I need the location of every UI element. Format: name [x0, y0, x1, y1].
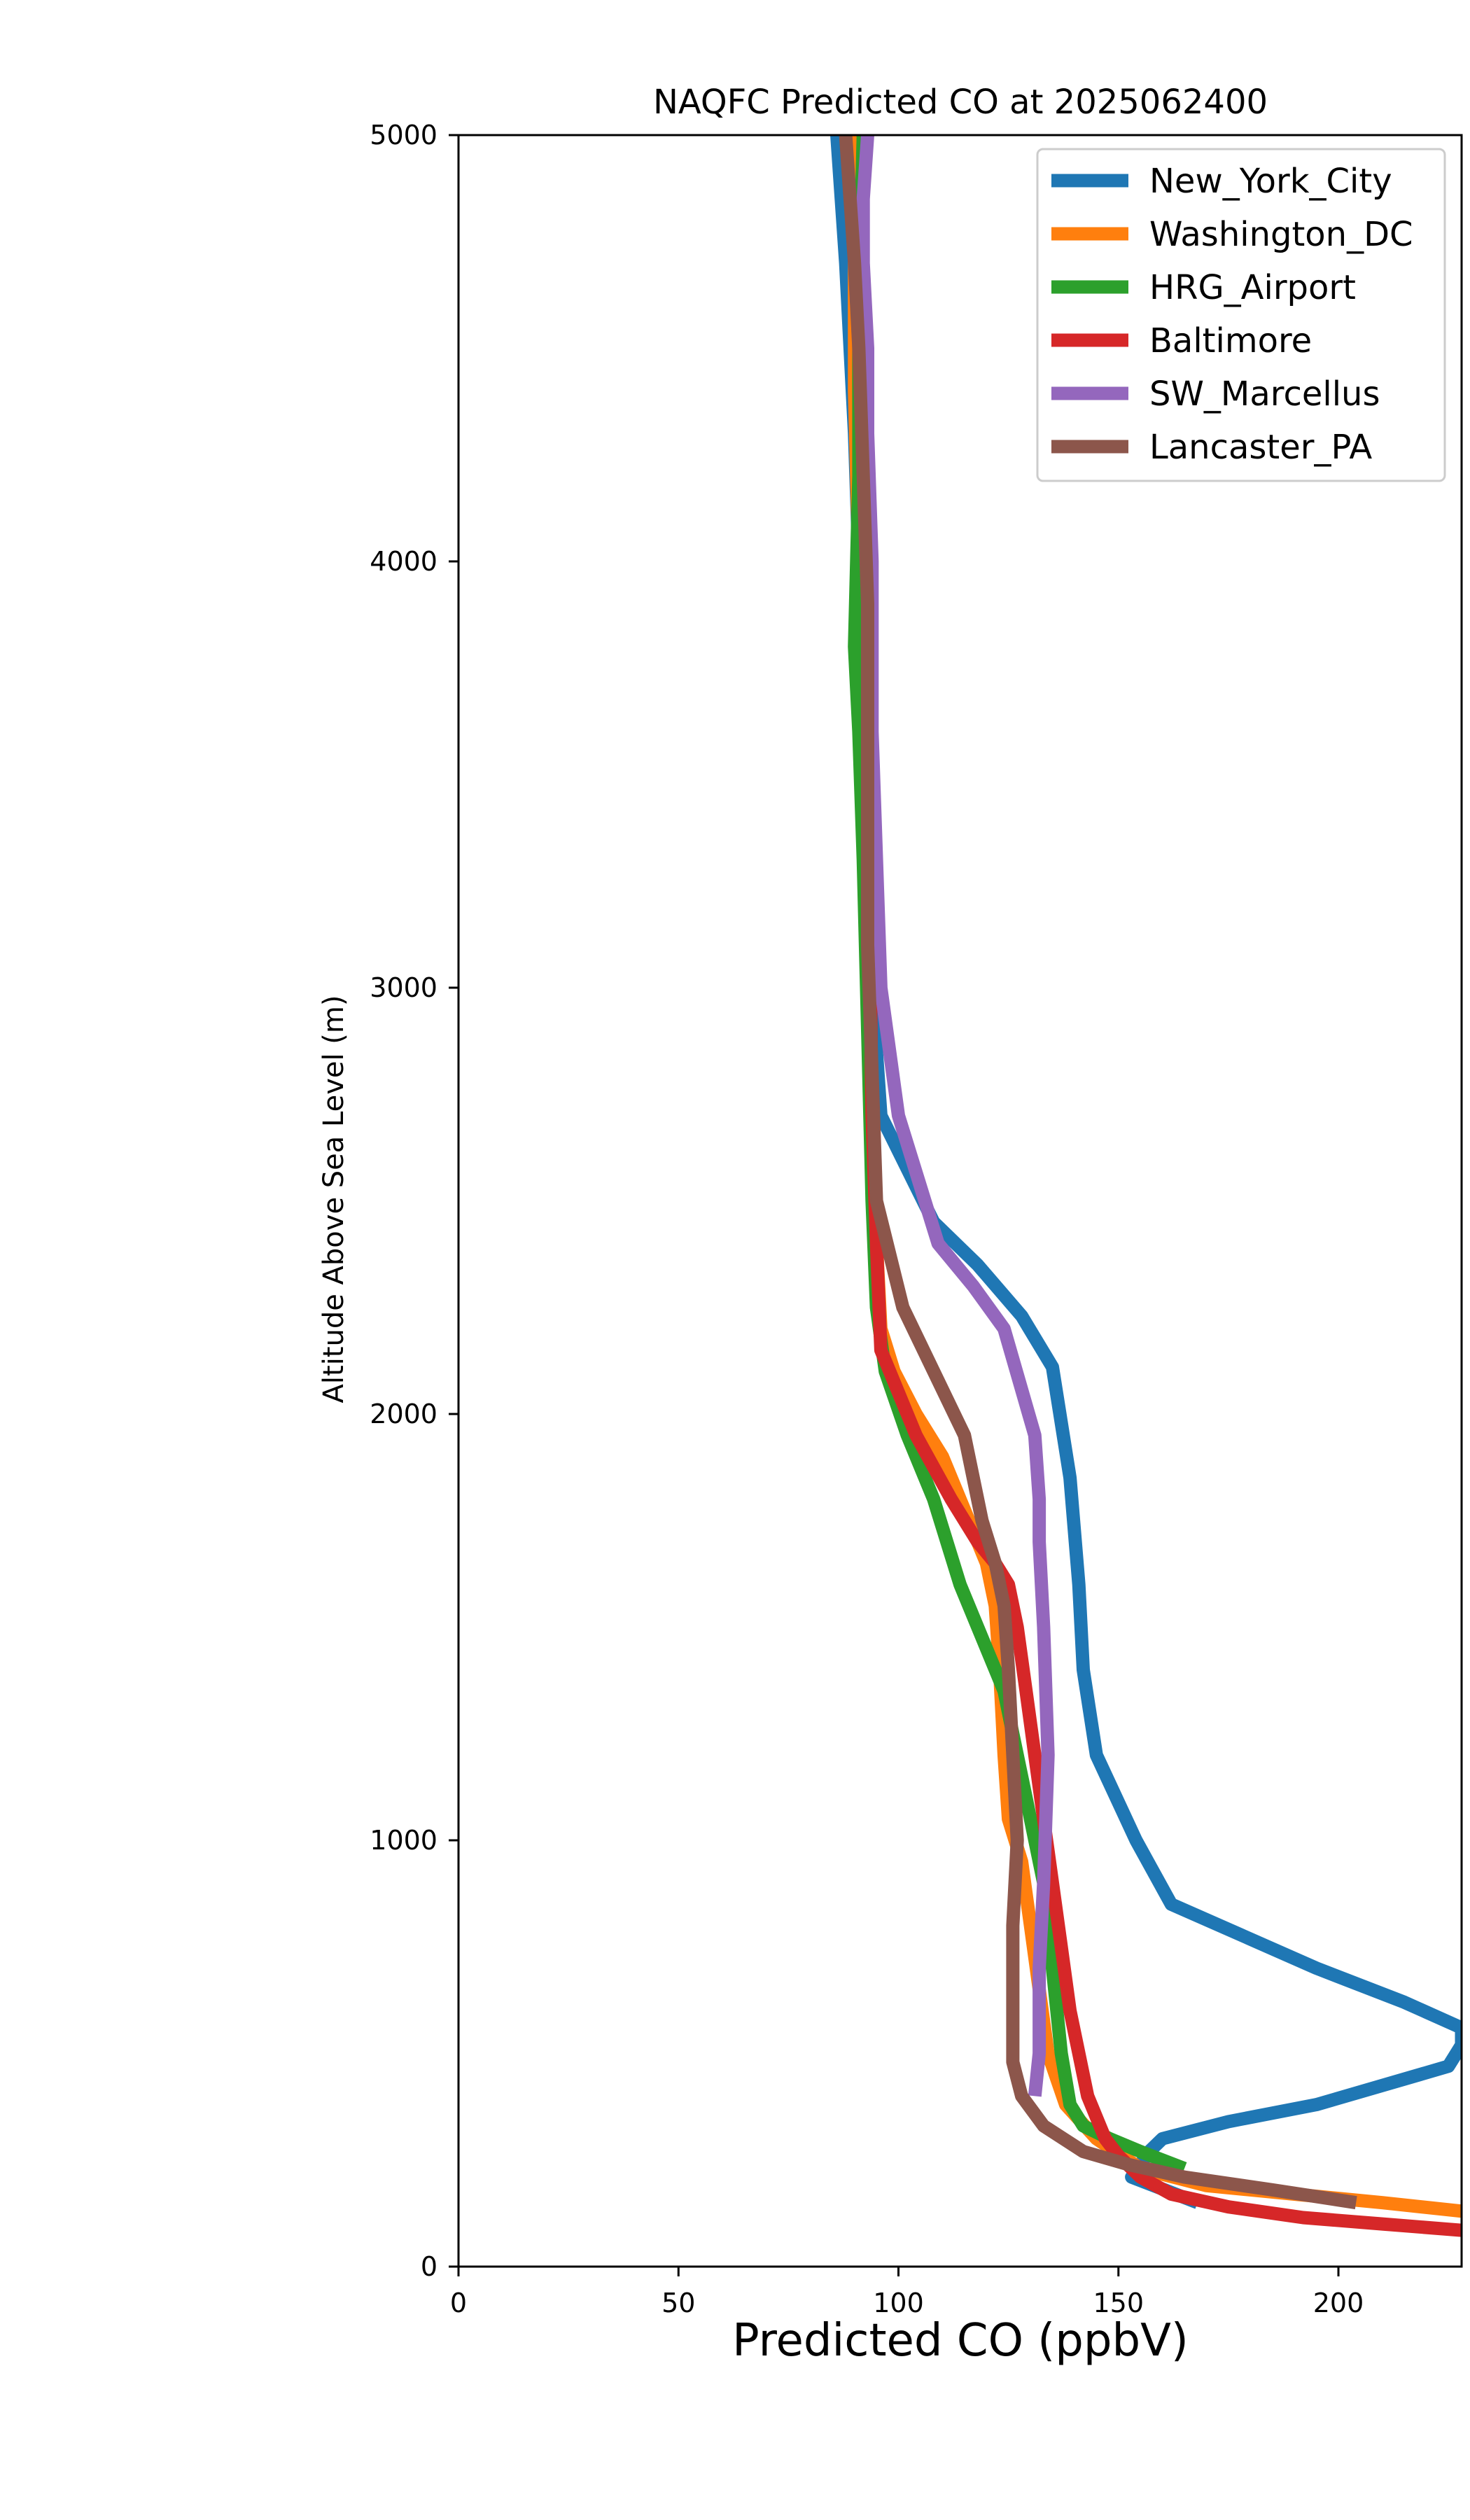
x-tick-label: 0 — [450, 2288, 467, 2318]
x-axis-title: Predicted CO (ppbV) — [732, 2315, 1189, 2367]
x-tick-label: 100 — [873, 2288, 924, 2318]
y-tick-label: 5000 — [370, 120, 438, 150]
series-line-hrg-airport — [848, 135, 1187, 2175]
chart-title: NAQFC Predicted CO at 2025062400 — [653, 83, 1268, 122]
legend-label: Washington_DC — [1149, 215, 1413, 254]
y-tick-label: 0 — [421, 2251, 438, 2282]
legend-label: HRG_Airport — [1149, 268, 1356, 307]
y-tick-label: 4000 — [370, 546, 438, 577]
x-tick-label: 150 — [1093, 2288, 1144, 2318]
legend-label: New_York_City — [1149, 162, 1392, 201]
x-tick-label: 200 — [1313, 2288, 1364, 2318]
legend-box — [1036, 148, 1446, 482]
legend-label: SW_Marcellus — [1149, 374, 1380, 414]
series-line-lancaster-pa — [839, 135, 1357, 2210]
plot-area-frame — [457, 134, 1463, 2268]
y-tick-label: 2000 — [370, 1399, 438, 1429]
legend-label: Baltimore — [1149, 321, 1312, 360]
legend: New_York_City Washington_DC HRG_Airport Bal… — [1036, 148, 1446, 482]
y-tick-label: 3000 — [370, 972, 438, 1003]
y-tick-label: 1000 — [370, 1825, 438, 1856]
legend-label: Lancaster_PA — [1149, 428, 1372, 467]
x-tick-label: 50 — [662, 2288, 695, 2318]
y-axis-title: Altitude Above Sea Level (m) — [318, 995, 350, 1404]
series-line-sw-marcellus — [856, 135, 1055, 2097]
